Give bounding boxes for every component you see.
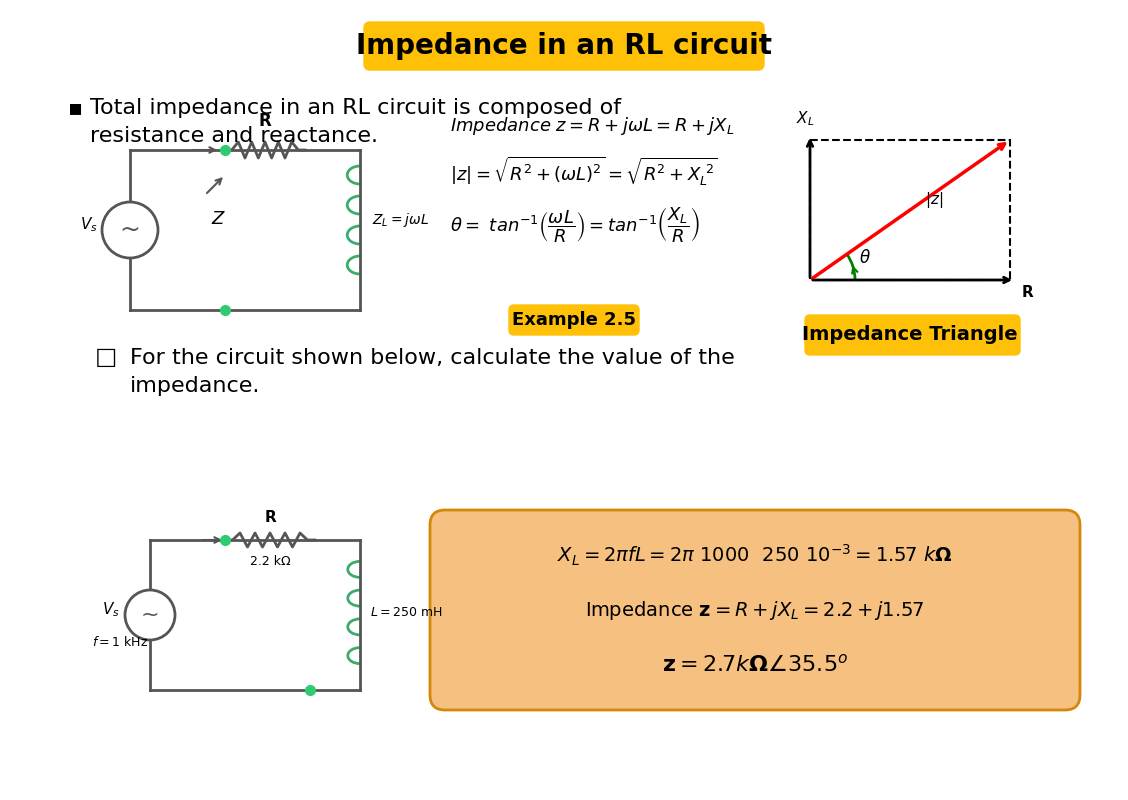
Text: $V_s$: $V_s$ [103, 601, 120, 619]
Circle shape [125, 590, 175, 640]
Text: Z: Z [212, 210, 224, 228]
Text: $\mathbf{z} = 2.7k\mathbf{\Omega}\angle 35.5^o$: $\mathbf{z} = 2.7k\mathbf{\Omega}\angle … [662, 654, 848, 676]
Text: ~: ~ [141, 605, 159, 625]
Text: $|z|=\sqrt{R^2 + (\omega L)^2} = \sqrt{R^2 + X_L^{\ 2}}$: $|z|=\sqrt{R^2 + (\omega L)^2} = \sqrt{R… [450, 155, 717, 188]
Text: R: R [264, 510, 276, 525]
FancyBboxPatch shape [430, 510, 1079, 710]
Text: $f = 1$ kHz: $f = 1$ kHz [91, 635, 148, 649]
FancyBboxPatch shape [364, 22, 764, 70]
Text: Impedance Triangle: Impedance Triangle [802, 326, 1017, 345]
Text: Example 2.5: Example 2.5 [512, 311, 636, 329]
Text: ☐: ☐ [95, 348, 117, 372]
FancyBboxPatch shape [509, 305, 638, 335]
Text: $\theta = \ tan^{-1}\left(\dfrac{\omega L}{R}\right) = tan^{-1}\left(\dfrac{X_L}: $\theta = \ tan^{-1}\left(\dfrac{\omega … [450, 205, 700, 244]
Text: $\theta$: $\theta$ [860, 249, 871, 267]
Text: $Z_L = j\omega L$: $Z_L = j\omega L$ [372, 211, 429, 229]
Text: Impedance $\mathbf{z} = R + jX_L = 2.2 + j1.57$: Impedance $\mathbf{z} = R + jX_L = 2.2 +… [585, 598, 925, 622]
Text: R: R [1022, 285, 1033, 300]
Text: 2.2 kΩ: 2.2 kΩ [249, 555, 290, 568]
Text: ▪: ▪ [68, 98, 83, 118]
Text: Impedance in an RL circuit: Impedance in an RL circuit [356, 32, 772, 60]
Text: $V_s$: $V_s$ [80, 216, 98, 234]
Text: ~: ~ [120, 218, 141, 242]
Text: $|z|$: $|z|$ [925, 190, 943, 210]
Text: Total impedance in an RL circuit is composed of
resistance and reactance.: Total impedance in an RL circuit is comp… [90, 98, 622, 146]
Text: $X_L = 2\pi fL = 2\pi\ 1000\ \ 250\ 10^{-3} = 1.57\ k\mathbf{\Omega}$: $X_L = 2\pi fL = 2\pi\ 1000\ \ 250\ 10^{… [557, 542, 953, 568]
Text: Impedance $z = R + j\omega L = R + jX_L$: Impedance $z = R + j\omega L = R + jX_L$ [450, 115, 734, 137]
Circle shape [102, 202, 158, 258]
FancyBboxPatch shape [805, 315, 1020, 355]
Text: For the circuit shown below, calculate the value of the
impedance.: For the circuit shown below, calculate t… [130, 348, 734, 396]
Text: $X_L$: $X_L$ [796, 110, 814, 128]
Text: R: R [258, 112, 272, 130]
Text: $L = 250$ mH: $L = 250$ mH [370, 606, 442, 619]
